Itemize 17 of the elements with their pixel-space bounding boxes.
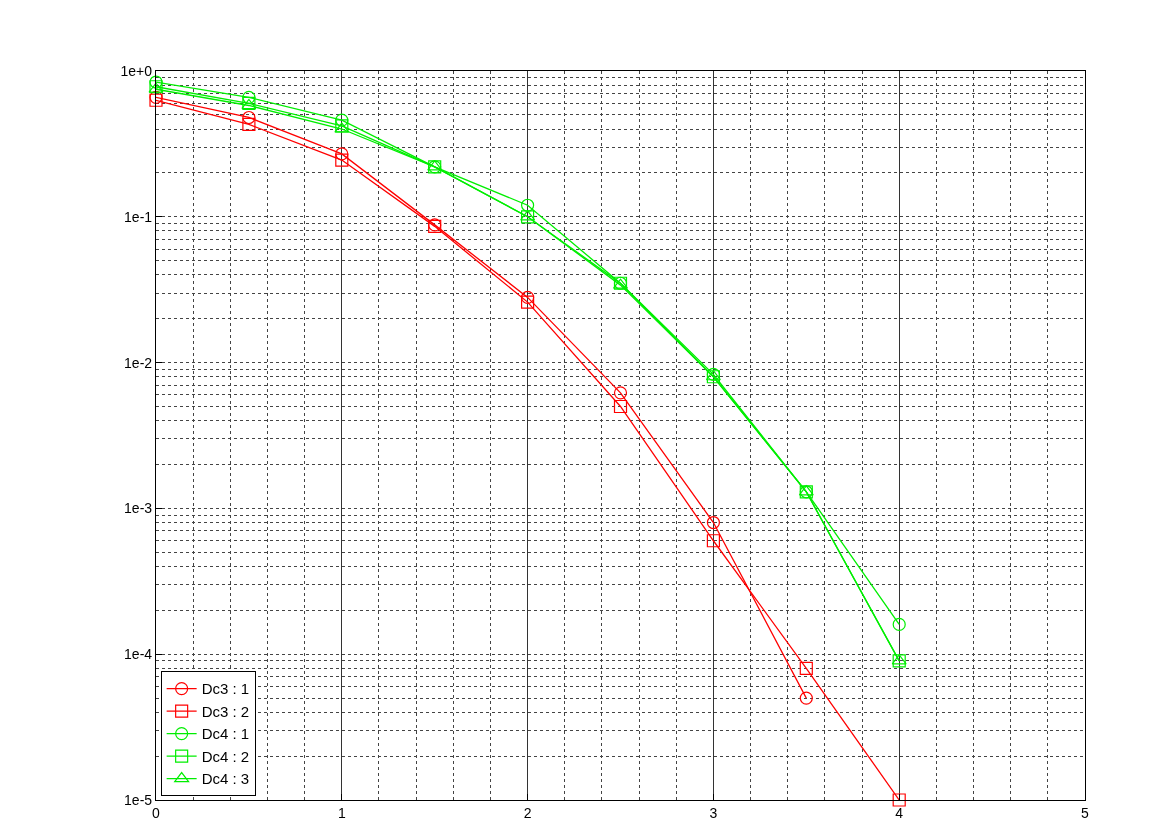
x-tick-label: 2	[523, 804, 532, 821]
x-tick-label: 3	[709, 804, 718, 821]
y-tick-label: 1e-3	[124, 500, 153, 517]
legend-label: Dc4 : 1	[201, 725, 250, 743]
x-tick-label: 0	[152, 804, 161, 821]
y-tick-label: 1e-1	[124, 208, 153, 225]
legend-label: Dc3 : 1	[201, 680, 250, 698]
legend-label: Dc3 : 2	[201, 702, 250, 720]
x-tick-label: 1	[337, 804, 346, 821]
legend-label: Dc4 : 2	[201, 747, 250, 765]
y-tick-label: 1e-2	[124, 354, 153, 371]
legend-label: Dc4 : 3	[201, 770, 250, 788]
y-tick-label: 1e-4	[124, 646, 153, 663]
y-tick-label: 1e-5	[124, 791, 153, 808]
x-tick-label: 5	[1081, 804, 1090, 821]
y-tick-label: 1e+0	[120, 62, 153, 79]
x-tick-label: 4	[895, 804, 904, 821]
